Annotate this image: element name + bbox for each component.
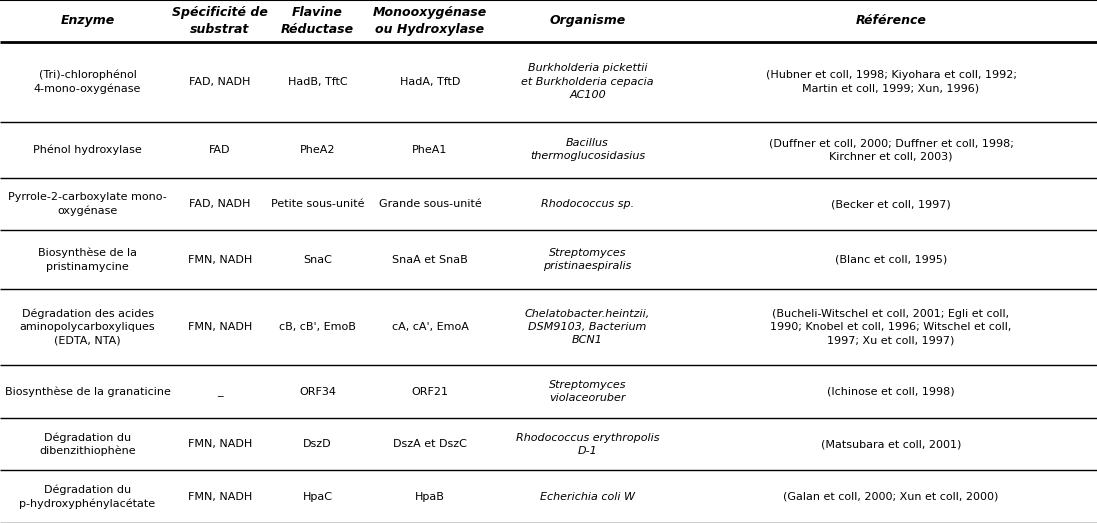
Text: cA, cA', EmoA: cA, cA', EmoA [392, 322, 468, 332]
Text: FAD: FAD [210, 145, 230, 155]
Text: Pyrrole-2-carboxylate mono-
oxygénase: Pyrrole-2-carboxylate mono- oxygénase [8, 192, 167, 216]
Text: Biosynthèse de la
pristinamycine: Biosynthèse de la pristinamycine [38, 248, 137, 271]
Text: (Duffner et coll, 2000; Duffner et coll, 1998;
Kirchner et coll, 2003): (Duffner et coll, 2000; Duffner et coll,… [769, 138, 1014, 162]
Text: (Bucheli-Witschel et coll, 2001; Egli et coll,
1990; Knobel et coll, 1996; Witsc: (Bucheli-Witschel et coll, 2001; Egli et… [770, 309, 1011, 345]
Text: (Galan et coll, 2000; Xun et coll, 2000): (Galan et coll, 2000; Xun et coll, 2000) [783, 492, 998, 502]
Text: Enzyme: Enzyme [60, 14, 114, 27]
Text: DszD: DszD [303, 439, 331, 449]
Text: Chelatobacter.heintzii,
DSM9103, Bacterium
BCN1: Chelatobacter.heintzii, DSM9103, Bacteri… [524, 309, 651, 345]
Text: (Ichinose et coll, 1998): (Ichinose et coll, 1998) [827, 386, 954, 397]
Text: Dégradation des acides
aminopolycarboxyliques
(EDTA, NTA): Dégradation des acides aminopolycarboxyl… [20, 309, 156, 346]
Text: Dégradation du
dibenzithiophène: Dégradation du dibenzithiophène [39, 432, 136, 457]
Text: Rhodococcus sp.: Rhodococcus sp. [541, 199, 634, 209]
Text: SnaA et SnaB: SnaA et SnaB [392, 255, 468, 265]
Text: cB, cB', EmoB: cB, cB', EmoB [279, 322, 355, 332]
Text: HadA, TftD: HadA, TftD [399, 77, 460, 87]
Text: Rhodococcus erythropolis
D-1: Rhodococcus erythropolis D-1 [516, 433, 659, 456]
Text: FAD, NADH: FAD, NADH [190, 199, 251, 209]
Text: FMN, NADH: FMN, NADH [188, 439, 252, 449]
Text: Streptomyces
violaceoruber: Streptomyces violaceoruber [548, 380, 626, 403]
Text: (Hubner et coll, 1998; Kiyohara et coll, 1992;
Martin et coll, 1999; Xun, 1996): (Hubner et coll, 1998; Kiyohara et coll,… [766, 70, 1017, 93]
Text: _: _ [217, 386, 223, 397]
Text: Grande sous-unité: Grande sous-unité [378, 199, 482, 209]
Text: HpaB: HpaB [415, 492, 445, 502]
Text: Biosynthèse de la granaticine: Biosynthèse de la granaticine [4, 386, 170, 397]
Text: Streptomyces
pristinaespiralis: Streptomyces pristinaespiralis [543, 248, 632, 271]
Text: HadB, TftC: HadB, TftC [287, 77, 348, 87]
Text: ORF21: ORF21 [411, 386, 449, 397]
Text: FAD, NADH: FAD, NADH [190, 77, 251, 87]
Text: (Matsubara et coll, 2001): (Matsubara et coll, 2001) [821, 439, 961, 449]
Text: ORF34: ORF34 [299, 386, 336, 397]
Text: PheA1: PheA1 [412, 145, 448, 155]
Text: Burkholderia pickettii
et Burkholderia cepacia
AC100: Burkholderia pickettii et Burkholderia c… [521, 63, 654, 100]
Text: Dégradation du
p-hydroxyphénylacétate: Dégradation du p-hydroxyphénylacétate [20, 484, 156, 509]
Text: SnaC: SnaC [303, 255, 332, 265]
Text: PheA2: PheA2 [299, 145, 336, 155]
Text: DszA et DszC: DszA et DszC [393, 439, 467, 449]
Text: FMN, NADH: FMN, NADH [188, 255, 252, 265]
Text: Bacillus
thermoglucosidasius: Bacillus thermoglucosidasius [530, 138, 645, 162]
Text: Organisme: Organisme [550, 14, 625, 27]
Text: Spécificité de
substrat: Spécificité de substrat [172, 6, 268, 36]
Text: (Tri)-chlorophénol
4-mono-oxygénase: (Tri)-chlorophénol 4-mono-oxygénase [34, 70, 142, 94]
Text: Référence: Référence [856, 14, 927, 27]
Text: Flavine
Réductase: Flavine Réductase [281, 6, 354, 36]
Text: FMN, NADH: FMN, NADH [188, 322, 252, 332]
Text: Petite sous-unité: Petite sous-unité [271, 199, 364, 209]
Text: Phénol hydroxylase: Phénol hydroxylase [33, 145, 142, 155]
Text: Echerichia coli W: Echerichia coli W [540, 492, 635, 502]
Text: FMN, NADH: FMN, NADH [188, 492, 252, 502]
Text: (Becker et coll, 1997): (Becker et coll, 1997) [832, 199, 951, 209]
Text: (Blanc et coll, 1995): (Blanc et coll, 1995) [835, 255, 947, 265]
Text: Monooxygénase
ou Hydroxylase: Monooxygénase ou Hydroxylase [373, 6, 487, 36]
Text: HpaC: HpaC [303, 492, 332, 502]
